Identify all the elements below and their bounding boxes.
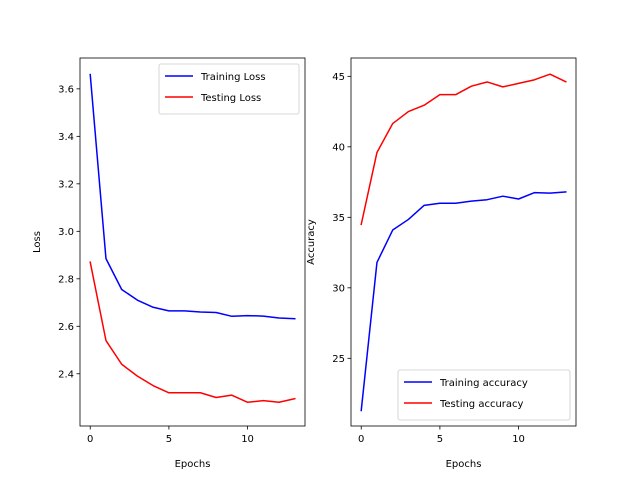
accuracy-xtick-label: 10 [512,434,525,445]
loss-ytick-label: 3.6 [58,84,74,95]
loss-xtick-label: 5 [166,434,172,445]
accuracy-legend-label: Testing accuracy [439,399,524,410]
loss-x-axis-label: Epochs [175,459,211,470]
loss-ytick-label: 2.4 [58,369,74,380]
accuracy-ytick-label: 25 [332,354,345,365]
loss-xtick-label: 10 [241,434,254,445]
accuracy-ytick-label: 35 [332,213,345,224]
loss-legend-label: Testing Loss [200,93,261,104]
loss-series-training-line [89,73,296,320]
loss-ytick-label: 2.8 [58,274,74,285]
loss-ytick-label: 3.4 [58,132,74,143]
accuracy-xtick-label: 0 [358,434,364,445]
accuracy-legend: Training accuracy Testing accuracy [397,369,571,421]
accuracy-series-training-line [360,191,567,412]
loss-legend-box [158,63,300,115]
loss-xtick-label: 0 [87,434,93,445]
accuracy-y-axis-label: Accuracy [306,219,317,265]
loss-legend-label: Training Loss [200,72,266,83]
accuracy-ytick-label: 30 [332,283,345,294]
accuracy-axes-frame [350,57,577,427]
loss-series-testing-line [89,261,296,404]
loss-legend: Training Loss Testing Loss [158,63,300,115]
accuracy-legend-box [397,369,571,421]
loss-panel: 0 5 10 2.4 2.6 2.8 3.0 3.2 3.4 3.6 Epochs Loss Train… [32,57,306,470]
accuracy-xtick-label: 5 [437,434,443,445]
accuracy-x-axis-label: Epochs [446,459,482,470]
loss-y-axis-label: Loss [32,231,43,253]
accuracy-legend-label: Training accuracy [439,378,528,389]
accuracy-series-testing-line [360,73,567,226]
loss-ytick-label: 3.2 [58,179,74,190]
accuracy-ytick-label: 45 [332,72,345,83]
loss-axes-frame [79,57,306,427]
loss-ytick-label: 3.0 [58,227,74,238]
accuracy-ytick-label: 40 [332,142,345,153]
loss-ytick-label: 2.6 [58,322,74,333]
accuracy-panel: 0 5 10 25 30 35 40 45 Epochs Accuracy Training acc… [306,57,577,470]
